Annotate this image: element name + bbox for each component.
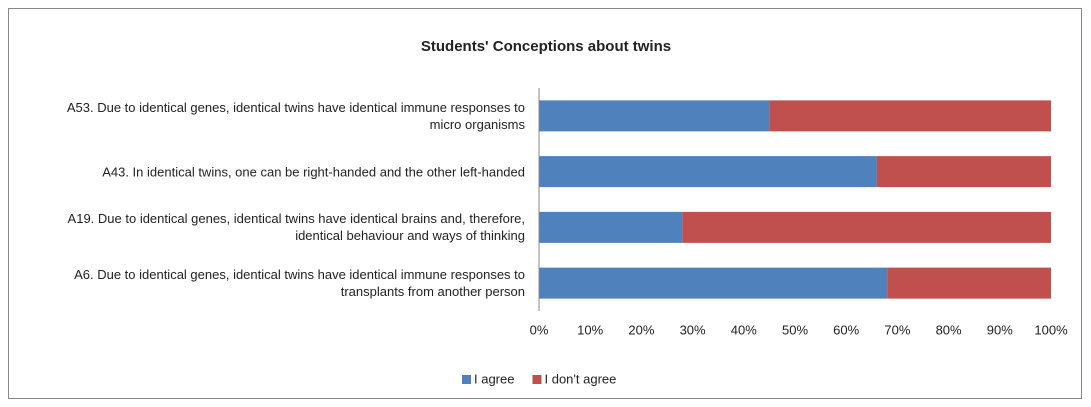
legend-label: I don't agree	[544, 371, 616, 386]
bar-segment	[539, 267, 888, 299]
bar-segment	[769, 100, 1051, 132]
bar-segment	[876, 156, 1051, 188]
legend-swatch	[532, 375, 542, 384]
category-label: A43. In identical twins, one can be righ…	[102, 164, 525, 180]
x-tick-label: 70%	[884, 322, 910, 337]
x-tick-label: 80%	[936, 322, 962, 337]
x-tick-label: 10%	[577, 322, 603, 337]
category-label: A19. Due to identical genes, identical t…	[67, 211, 525, 244]
chart-title: Students' Conceptions about twins	[421, 38, 671, 55]
bar-segment	[887, 267, 1051, 299]
x-tick-label: 20%	[628, 322, 654, 337]
category-label: A6. Due to identical genes, identical tw…	[74, 267, 525, 300]
x-tick-label: 40%	[731, 322, 757, 337]
bar-segment	[682, 211, 1051, 243]
bar-segment	[539, 211, 683, 243]
x-tick-label: 50%	[782, 322, 808, 337]
x-tick-label: 100%	[1034, 322, 1068, 337]
bar-segment	[539, 156, 877, 188]
x-tick-label: 30%	[680, 322, 706, 337]
chart-border	[8, 8, 1082, 399]
legend-label: I agree	[474, 371, 514, 386]
category-label: A53. Due to identical genes, identical t…	[66, 99, 525, 132]
x-tick-label: 0%	[530, 322, 549, 337]
x-tick-label: 60%	[833, 322, 859, 337]
bar-segment	[539, 100, 770, 132]
x-tick-label: 90%	[987, 322, 1013, 337]
legend-swatch	[462, 375, 471, 384]
